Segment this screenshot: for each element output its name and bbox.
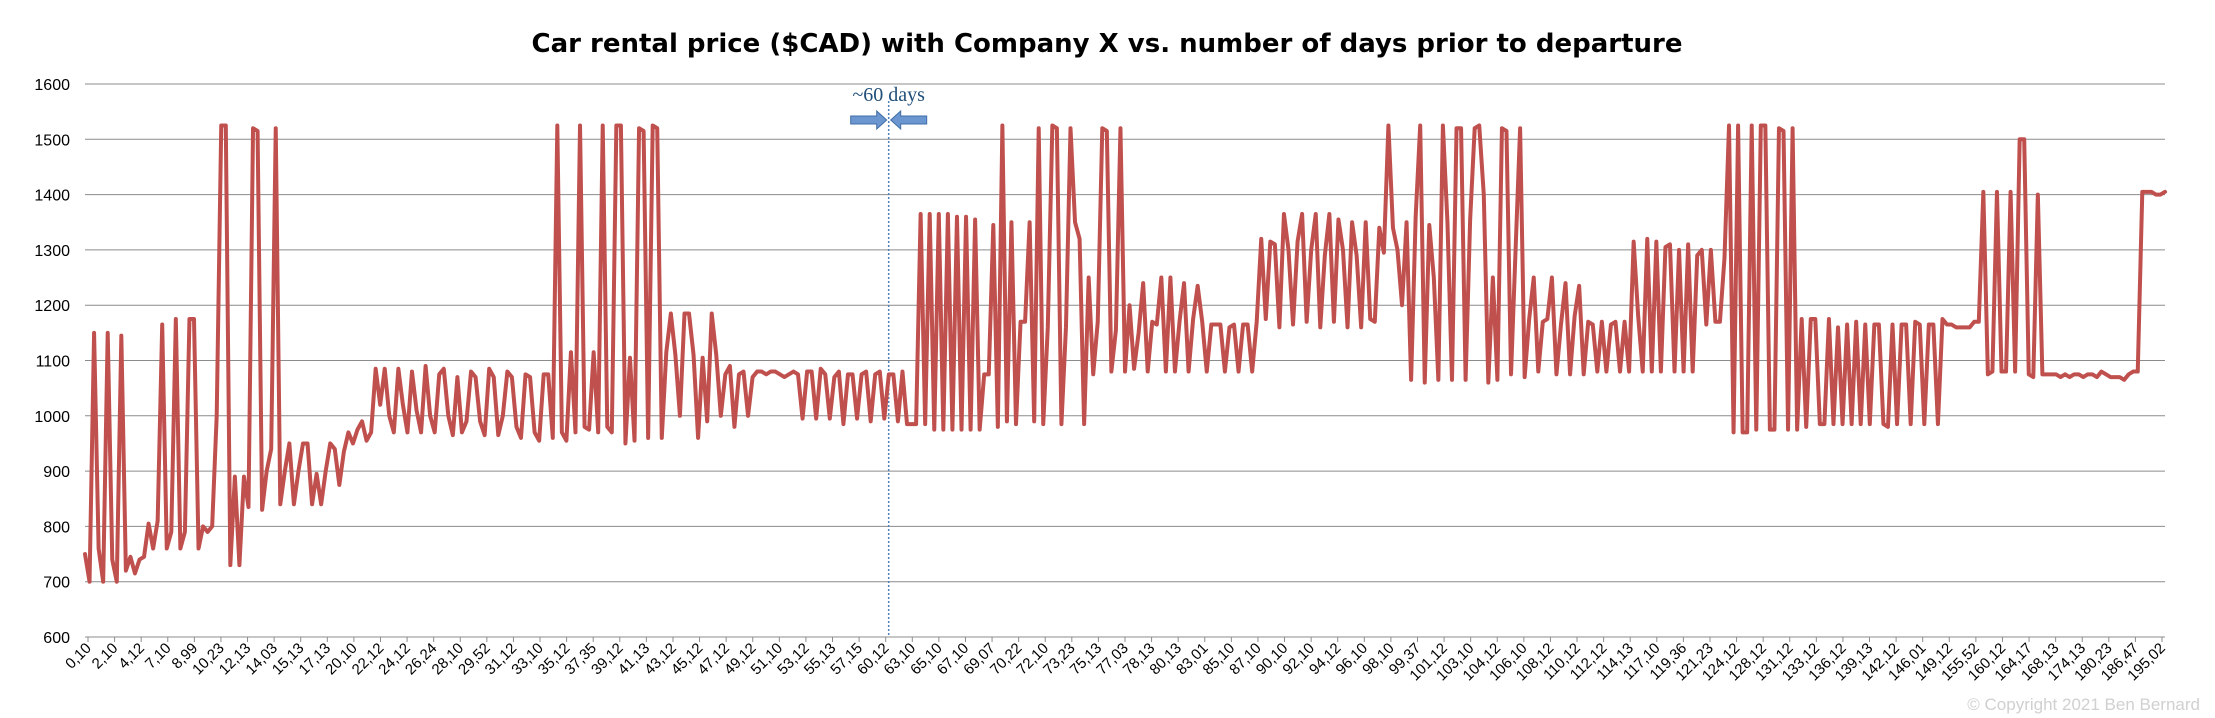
y-tick-label: 1600 <box>34 77 70 94</box>
y-tick-label: 700 <box>43 575 70 592</box>
y-tick-label: 1400 <box>34 188 70 205</box>
y-tick-label: 1300 <box>34 243 70 260</box>
x-tick-label: 4,12 <box>115 640 148 673</box>
y-tick-label: 900 <box>43 464 70 481</box>
y-tick-label: 600 <box>43 630 70 647</box>
chart-title: Car rental price ($CAD) with Company X v… <box>532 29 1683 59</box>
left-arrow-icon <box>889 109 928 131</box>
x-tick-label: 2,10 <box>89 640 122 673</box>
x-tick-label: 7,10 <box>142 640 175 673</box>
y-tick-label: 800 <box>43 519 70 536</box>
y-tick-label: 1200 <box>34 298 70 315</box>
series-line <box>83 123 2167 584</box>
annotation-label: ~60 days <box>852 84 925 106</box>
x-axis: 0,102,104,127,108,9910,2312,1314,0315,13… <box>62 636 2169 684</box>
y-axis-tick-labels: 600 700 800 900 1000 1100 1200 1300 1400 1500 1600 <box>34 77 70 647</box>
copyright-text: © Copyright 2021 Ben Bernard <box>1967 695 2200 714</box>
price-series <box>83 123 2167 584</box>
y-tick-label: 1500 <box>34 132 70 149</box>
right-arrow-icon <box>850 109 888 131</box>
y-tick-label: 1100 <box>36 354 71 371</box>
y-tick-label: 1000 <box>34 409 70 426</box>
sixty-days-annotation: ~60 days <box>850 84 928 637</box>
